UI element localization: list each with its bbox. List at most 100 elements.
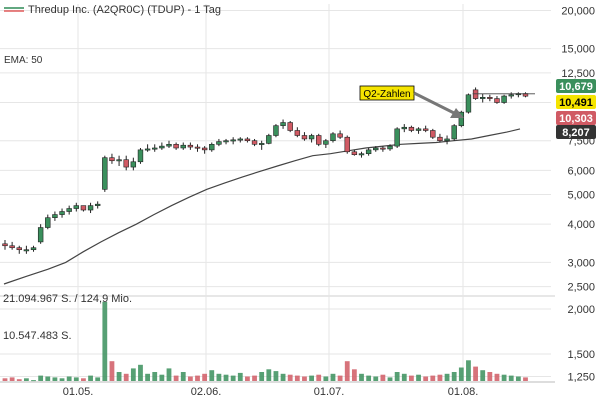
candle-body [472, 89, 479, 99]
candle [23, 245, 30, 254]
candle-body [66, 208, 72, 212]
volume-bar [81, 378, 86, 381]
volume-bar [173, 375, 179, 381]
candle [273, 124, 279, 138]
volume-bar [473, 366, 478, 381]
volume-bar [480, 370, 486, 381]
candle [380, 146, 386, 152]
candle [130, 157, 137, 171]
volume-bar [88, 375, 93, 381]
candle [30, 245, 37, 252]
volume-bar [245, 376, 250, 381]
candle-body [59, 211, 65, 215]
volume-bar [430, 375, 436, 381]
candle-body [501, 95, 507, 103]
candle [73, 202, 80, 212]
volume-bar [230, 375, 236, 381]
volume-bar [515, 376, 521, 381]
volume-bar [409, 375, 414, 381]
volume-label-mid: 10.547.483 S. [3, 330, 72, 342]
candle-body [437, 136, 443, 142]
volume-bar [287, 374, 293, 381]
candle [194, 144, 201, 152]
candle [508, 92, 514, 99]
volume-bar [23, 378, 29, 381]
candle [237, 137, 243, 143]
chart-title: Thredup Inc. (A2QR0C) (TDUP) - 1 Tag [28, 4, 221, 16]
volume-bar [444, 373, 450, 381]
volume-bar [359, 373, 364, 381]
candle [522, 92, 529, 98]
volume-bar [401, 373, 407, 381]
candle-body [451, 125, 457, 140]
candle [244, 137, 251, 143]
candle [287, 121, 293, 133]
price-tick-label: 20,000 [561, 5, 595, 17]
candle-body [159, 145, 165, 149]
volume-bar [16, 379, 22, 381]
candle-body [209, 143, 215, 151]
candle-body [258, 143, 265, 145]
volume-bar [266, 369, 272, 381]
candle-body [52, 214, 58, 218]
candle [37, 224, 44, 244]
candle [408, 125, 415, 133]
volume-bar [252, 375, 257, 381]
candle [422, 125, 429, 133]
candle-body [194, 146, 201, 149]
volume-bar [523, 377, 528, 381]
candle [173, 142, 179, 150]
price-tags: 10,679 10,491 10,303 8,207 [556, 79, 596, 139]
price-tick-label: 3,000 [567, 257, 595, 269]
candle [80, 205, 87, 212]
svg-text:10,303: 10,303 [559, 113, 593, 125]
candle-body [237, 138, 243, 141]
candle [152, 144, 158, 152]
candle-body [401, 126, 407, 130]
volume-bar [330, 373, 336, 381]
volume-bar [180, 372, 186, 381]
volume-bar [423, 376, 429, 381]
price-tag-high: 10,679 [556, 79, 596, 93]
candle-body [344, 136, 350, 153]
volume-bar [380, 374, 386, 381]
candle-body [351, 151, 358, 155]
volume-bar [116, 372, 122, 381]
candle [394, 127, 400, 148]
volume-bar [187, 376, 193, 381]
candle-body [337, 133, 343, 138]
volume-bar [351, 369, 357, 381]
volume-bar [31, 380, 36, 382]
candle [344, 135, 350, 154]
annotation-arrow [413, 91, 459, 117]
price-tag-background [556, 111, 596, 125]
price-tick-label: 5,000 [567, 190, 595, 202]
volume-bar [280, 373, 286, 381]
candle-body [465, 94, 472, 113]
volume-bar [9, 377, 15, 381]
candle-body [201, 147, 208, 151]
volume-tick-label: 2,000 [567, 304, 595, 316]
volume-bar [494, 373, 500, 381]
candle-body [330, 133, 336, 142]
candle-body [2, 243, 8, 247]
candle [480, 93, 486, 103]
ema-polyline [3, 128, 521, 285]
q2-annotation: Q2-Zahlen [359, 85, 464, 118]
volume-bar [52, 377, 58, 381]
candle-body [422, 128, 429, 131]
candle-body [294, 130, 301, 136]
candle-body [116, 159, 122, 162]
candle-body [458, 111, 465, 126]
svg-text:8,207: 8,207 [562, 127, 590, 139]
price-tick-label: 12,500 [561, 68, 595, 80]
volume-bar [145, 373, 150, 381]
price-tag-ema: 8,207 [556, 125, 596, 139]
candle [494, 96, 500, 104]
volume-bar [166, 368, 172, 381]
candle [337, 130, 343, 139]
grid [0, 4, 555, 381]
volume-bar [416, 374, 421, 381]
volume-bar [202, 373, 208, 381]
